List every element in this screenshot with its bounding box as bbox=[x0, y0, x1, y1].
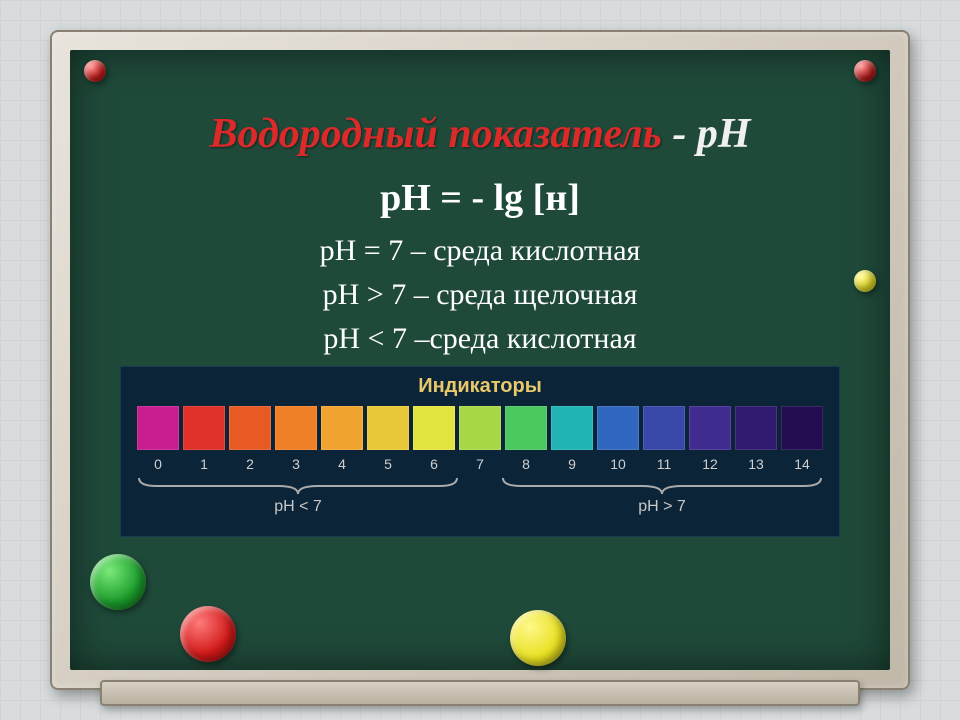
swatch-9 bbox=[551, 406, 593, 450]
indicator-swatches bbox=[137, 406, 823, 450]
title-sep: - bbox=[662, 111, 697, 157]
bracket-left-icon bbox=[137, 476, 459, 496]
rule-1: рН = 7 – среда кислотная bbox=[70, 234, 890, 268]
swatch-0 bbox=[137, 406, 179, 450]
bracket-left: pH < 7 bbox=[137, 476, 459, 516]
swatch-8 bbox=[505, 406, 547, 450]
swatch-13 bbox=[735, 406, 777, 450]
ph-number-10: 10 bbox=[597, 456, 639, 472]
swatch-5 bbox=[367, 406, 409, 450]
ph-number-4: 4 bbox=[321, 456, 363, 472]
magnet-big-green bbox=[90, 554, 146, 610]
magnet-big-yellow bbox=[510, 610, 566, 666]
ph-number-13: 13 bbox=[735, 456, 777, 472]
bracket-right-label: pH > 7 bbox=[638, 498, 686, 516]
swatch-7 bbox=[459, 406, 501, 450]
ph-number-5: 5 bbox=[367, 456, 409, 472]
ph-number-0: 0 bbox=[137, 456, 179, 472]
ph-number-14: 14 bbox=[781, 456, 823, 472]
chalkboard: Водородный показатель - рН рН = - lg [н]… bbox=[70, 50, 890, 670]
magnet-big-red bbox=[180, 606, 236, 662]
swatch-10 bbox=[597, 406, 639, 450]
indicator-numbers: 01234567891011121314 bbox=[137, 456, 823, 472]
ph-number-1: 1 bbox=[183, 456, 225, 472]
ph-number-11: 11 bbox=[643, 456, 685, 472]
magnet-mid-right bbox=[854, 270, 876, 292]
ph-number-8: 8 bbox=[505, 456, 547, 472]
bracket-right-icon bbox=[501, 476, 823, 496]
swatch-14 bbox=[781, 406, 823, 450]
page-title: Водородный показатель - рН bbox=[70, 110, 890, 158]
swatch-2 bbox=[229, 406, 271, 450]
rule-2: рН > 7 – среда щелочная bbox=[70, 278, 890, 312]
ph-number-7: 7 bbox=[459, 456, 501, 472]
swatch-4 bbox=[321, 406, 363, 450]
swatch-3 bbox=[275, 406, 317, 450]
indicator-panel: Индикаторы 01234567891011121314 pH < 7 p… bbox=[120, 366, 840, 537]
swatch-1 bbox=[183, 406, 225, 450]
title-red: Водородный показатель bbox=[209, 111, 661, 157]
ph-number-9: 9 bbox=[551, 456, 593, 472]
rule-3: рН < 7 –среда кислотная bbox=[70, 322, 890, 356]
swatch-6 bbox=[413, 406, 455, 450]
chalk-tray bbox=[100, 680, 860, 706]
swatch-11 bbox=[643, 406, 685, 450]
magnet-top-right bbox=[854, 60, 876, 82]
ph-number-6: 6 bbox=[413, 456, 455, 472]
title-white: рН bbox=[697, 111, 751, 157]
bracket-left-label: pH < 7 bbox=[274, 498, 322, 516]
ph-number-12: 12 bbox=[689, 456, 731, 472]
formula: рН = - lg [н] bbox=[70, 176, 890, 220]
bracket-gap bbox=[463, 476, 497, 516]
ph-number-2: 2 bbox=[229, 456, 271, 472]
swatch-12 bbox=[689, 406, 731, 450]
indicator-title: Индикаторы bbox=[137, 375, 823, 398]
board-frame: Водородный показатель - рН рН = - lg [н]… bbox=[50, 30, 910, 690]
indicator-brackets: pH < 7 pH > 7 bbox=[137, 476, 823, 516]
bracket-right: pH > 7 bbox=[501, 476, 823, 516]
magnet-top-left bbox=[84, 60, 106, 82]
ph-number-3: 3 bbox=[275, 456, 317, 472]
